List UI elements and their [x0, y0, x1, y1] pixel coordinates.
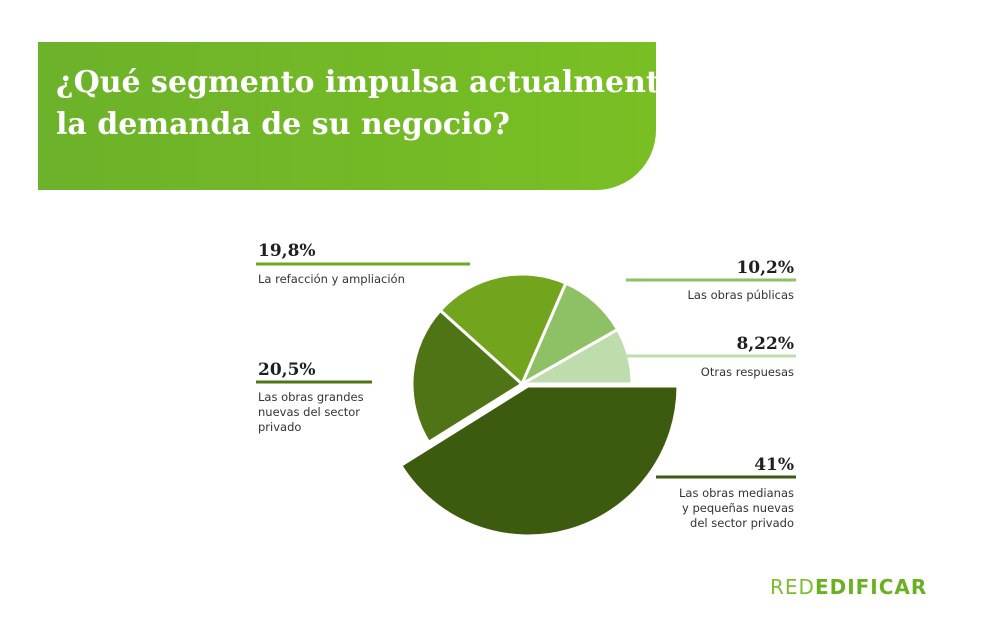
- slice-percent-label-2: 20,5%: [258, 360, 316, 380]
- rededificar-logo: REDEDIFICAR: [770, 575, 927, 599]
- slice-percent-label-4: 10,2%: [736, 258, 794, 278]
- slice-category-label-1: Las obras medianas: [679, 486, 794, 500]
- pie-slice-1: [399, 384, 680, 538]
- logo-part-red: RED: [770, 575, 815, 599]
- slice-category-label-5: Otras respuesas: [701, 365, 794, 379]
- title-line-2: la demanda de su negocio?: [56, 107, 510, 142]
- slice-category-label-4: Las obras públicas: [688, 288, 795, 302]
- slice-percent-label-5: 8,22%: [736, 334, 794, 354]
- title-banner: ¿Qué segmento impulsa actualmente la dem…: [38, 42, 679, 190]
- pie-slice-2: [410, 308, 524, 444]
- slice-percent-label-3: 19,8%: [258, 241, 316, 261]
- pie-slice-3: [438, 272, 568, 386]
- logo-part-edificar: EDIFICAR: [814, 575, 928, 599]
- slice-category-label-2: Las obras grandes: [258, 390, 364, 404]
- slice-percent-label-1: 41%: [754, 455, 794, 475]
- slice-category-label-2: privado: [258, 420, 301, 434]
- page-title: ¿Qué segmento impulsa actualmente la dem…: [56, 62, 679, 146]
- slice-category-label-3: La refacción y ampliación: [258, 272, 405, 286]
- slice-category-label-2: nuevas del sector: [258, 405, 360, 419]
- slice-category-label-1: y pequeñas nuevas: [682, 501, 794, 515]
- title-line-1: ¿Qué segmento impulsa actualmente: [56, 65, 679, 100]
- slice-category-label-1: del sector privado: [690, 516, 794, 530]
